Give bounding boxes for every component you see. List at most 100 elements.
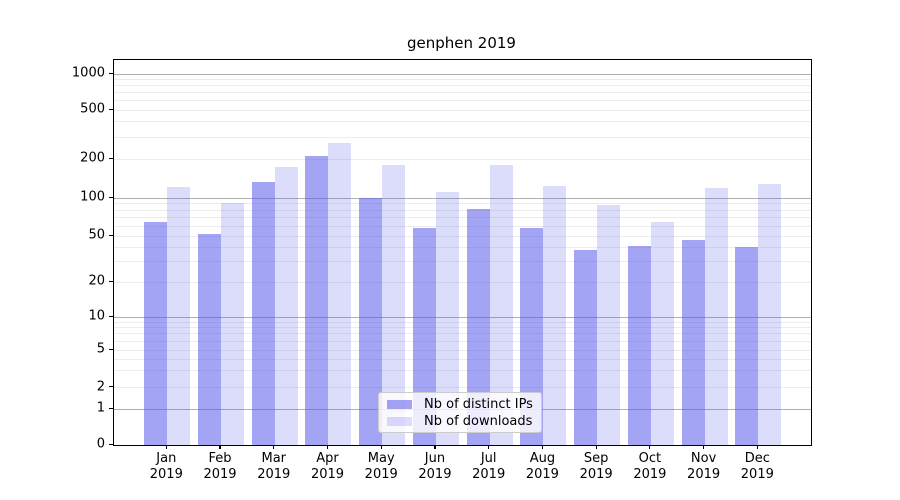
x-tick-jun <box>434 445 436 449</box>
legend-label-distinct-ips: Nb of distinct IPs <box>424 396 533 412</box>
bar-nb-of-distinct-ips-aug <box>520 227 544 445</box>
bar-nb-of-downloads-oct <box>650 221 674 445</box>
y-tick-2 <box>109 386 113 388</box>
y-tick-label-2: 2 <box>96 379 105 394</box>
x-tick-label-jul: Jul 2019 <box>472 451 506 482</box>
bar-nb-of-downloads-jan <box>167 186 191 445</box>
legend-item-distinct-ips: Nb of distinct IPs <box>387 396 541 412</box>
y-tick-label-100: 100 <box>80 189 105 205</box>
x-tick-may <box>380 445 382 449</box>
y-tick-200 <box>109 157 113 159</box>
chart-title: genphen 2019 <box>407 34 516 52</box>
bar-nb-of-downloads-nov <box>704 187 728 445</box>
x-tick-label-may: May 2019 <box>364 451 398 482</box>
plot-area <box>113 59 812 446</box>
gridline-minor-20 <box>114 281 811 283</box>
gridline-major-1000 <box>114 73 811 75</box>
x-tick-label-dec: Dec 2019 <box>740 451 774 482</box>
x-tick-label-sep: Sep 2019 <box>579 451 613 482</box>
y-tick-10 <box>109 315 113 317</box>
gridline-minor-700 <box>114 92 811 94</box>
x-tick-label-jan: Jan 2019 <box>149 451 183 482</box>
gridline-minor-3 <box>114 370 811 372</box>
bar-nb-of-downloads-sep <box>597 205 621 445</box>
gridline-minor-500 <box>114 109 811 111</box>
y-tick-label-500: 500 <box>80 101 105 117</box>
y-tick-label-50: 50 <box>88 227 105 243</box>
gridline-minor-30 <box>114 261 811 263</box>
gridline-minor-40 <box>114 246 811 248</box>
x-tick-nov <box>703 445 705 449</box>
gridline-minor-800 <box>114 85 811 87</box>
x-tick-sep <box>595 445 597 449</box>
x-tick-label-oct: Oct 2019 <box>633 451 667 482</box>
y-tick-label-0: 0 <box>96 436 105 452</box>
x-tick-jan <box>165 445 167 449</box>
gridline-minor-600 <box>114 100 811 102</box>
gridline-minor-200 <box>114 158 811 160</box>
x-tick-aug <box>541 445 543 449</box>
bar-nb-of-distinct-ips-apr <box>305 156 329 445</box>
x-tick-label-mar: Mar 2019 <box>257 451 291 482</box>
gridline-minor-70 <box>114 217 811 219</box>
gridline-major-100 <box>114 197 811 199</box>
y-tick-label-5: 5 <box>96 341 105 357</box>
bar-nb-of-distinct-ips-oct <box>627 245 651 445</box>
gridline-minor-90 <box>114 203 811 205</box>
legend-label-downloads: Nb of downloads <box>424 413 533 429</box>
y-tick-50 <box>109 234 113 236</box>
bar-nb-of-downloads-dec <box>758 184 782 445</box>
gridline-minor-60 <box>114 225 811 227</box>
x-tick-oct <box>649 445 651 449</box>
legend: Nb of distinct IPs Nb of downloads <box>378 392 542 433</box>
bar-nb-of-downloads-mar <box>274 166 298 445</box>
bar-nb-of-distinct-ips-jul <box>466 208 490 445</box>
x-tick-jul <box>488 445 490 449</box>
x-tick-dec <box>756 445 758 449</box>
gridline-major-10 <box>114 316 811 318</box>
y-tick-100 <box>109 196 113 198</box>
x-tick-label-aug: Aug 2019 <box>525 451 559 482</box>
bar-nb-of-downloads-jun <box>435 192 459 445</box>
legend-swatch-distinct-ips <box>387 399 412 409</box>
legend-item-downloads: Nb of downloads <box>387 413 541 429</box>
gridline-minor-5 <box>114 349 811 351</box>
x-tick-mar <box>273 445 275 449</box>
y-tick-20 <box>109 280 113 282</box>
bar-nb-of-distinct-ips-nov <box>681 240 705 445</box>
gridline-minor-80 <box>114 209 811 211</box>
bar-nb-of-downloads-feb <box>221 202 245 445</box>
gridline-minor-9 <box>114 321 811 323</box>
y-tick-label-1: 1 <box>96 400 105 416</box>
x-tick-label-jun: Jun 2019 <box>418 451 452 482</box>
gridline-minor-2 <box>114 387 811 388</box>
y-tick-label-10: 10 <box>88 308 105 324</box>
gridline-minor-6 <box>114 340 811 342</box>
bar-nb-of-distinct-ips-sep <box>574 249 598 445</box>
x-tick-apr <box>326 445 329 449</box>
x-tick-feb <box>219 445 221 449</box>
bar-nb-of-downloads-aug <box>543 185 567 445</box>
bar-nb-of-distinct-ips-dec <box>735 247 759 445</box>
bar-nb-of-downloads-may <box>382 164 406 445</box>
gridline-minor-300 <box>114 136 811 138</box>
y-tick-label-20: 20 <box>88 273 105 289</box>
x-tick-label-nov: Nov 2019 <box>687 451 721 482</box>
gridline-minor-50 <box>114 235 811 237</box>
bar-nb-of-downloads-jul <box>489 164 513 445</box>
bar-nb-of-distinct-ips-jan <box>144 221 168 445</box>
y-tick-label-200: 200 <box>80 150 105 166</box>
gridline-minor-4 <box>114 358 811 360</box>
bar-nb-of-distinct-ips-jun <box>412 227 436 445</box>
gridline-minor-900 <box>114 78 811 80</box>
gridline-minor-8 <box>114 327 811 329</box>
legend-swatch-downloads <box>387 416 412 426</box>
y-tick-1 <box>109 407 113 409</box>
y-tick-0 <box>109 443 113 445</box>
x-tick-label-apr: Apr 2019 <box>310 451 345 482</box>
gridline-minor-400 <box>114 121 811 123</box>
x-tick-label-feb: Feb 2019 <box>203 451 237 482</box>
bar-nb-of-downloads-apr <box>328 143 352 445</box>
y-tick-label-1000: 1000 <box>71 65 105 81</box>
